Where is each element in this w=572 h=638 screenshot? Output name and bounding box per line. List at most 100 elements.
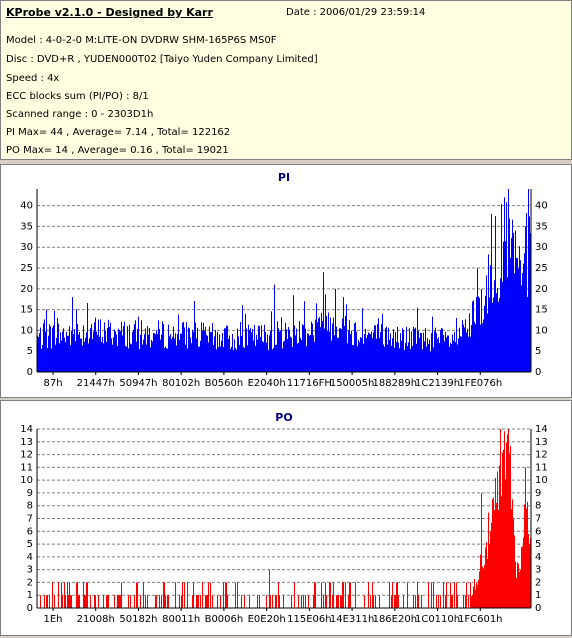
data-bar [388, 327, 389, 372]
data-bar [484, 305, 485, 372]
data-bar [226, 325, 227, 372]
data-bar [186, 322, 187, 372]
data-bar [199, 346, 200, 372]
data-bar [463, 595, 464, 608]
data-bar [78, 595, 79, 608]
y-tick-label-left: 0 [27, 367, 33, 378]
data-bar [80, 338, 81, 372]
data-bar [156, 595, 157, 608]
data-bar [476, 582, 477, 608]
data-bar [517, 562, 518, 608]
data-bar [439, 343, 440, 372]
data-bar [398, 342, 399, 372]
data-bar [214, 336, 215, 372]
data-bar [331, 340, 332, 372]
po-summary-line: PO Max= 14 , Average= 0.16 , Total= 1902… [6, 145, 229, 156]
data-bar [154, 333, 155, 372]
data-bar [373, 332, 374, 372]
data-bar [460, 336, 461, 372]
data-bar [481, 288, 482, 372]
data-bar [239, 345, 240, 372]
data-bar [349, 319, 350, 372]
data-bar [492, 499, 493, 608]
data-bar [363, 343, 364, 372]
data-bar [167, 348, 168, 372]
data-bar [277, 321, 278, 372]
data-bar [512, 499, 513, 608]
data-bar [270, 330, 271, 372]
data-bar [470, 336, 471, 372]
data-bar [215, 329, 216, 372]
data-bar [457, 344, 458, 372]
data-bar [269, 335, 270, 372]
data-bar [205, 595, 206, 608]
data-bar [250, 328, 251, 372]
x-tick-label: 11716FH [287, 378, 332, 389]
data-bar [483, 319, 484, 372]
data-bar [291, 595, 292, 608]
data-bar [371, 331, 372, 372]
data-bar [278, 582, 279, 608]
data-bar [507, 277, 508, 372]
data-bar [461, 336, 462, 372]
data-bar [127, 326, 128, 372]
y-tick-label-left: 1 [27, 590, 33, 601]
data-bar [108, 595, 109, 608]
data-bar [485, 295, 486, 372]
data-bar [219, 334, 220, 372]
data-bar [478, 580, 479, 608]
data-bar [104, 322, 105, 372]
data-bar [303, 595, 304, 608]
data-bar [452, 595, 453, 608]
data-bar [497, 471, 498, 608]
data-bar [267, 334, 268, 372]
data-bar [435, 327, 436, 372]
data-bar [397, 326, 398, 372]
y-tick-label-right: 14 [535, 424, 548, 435]
data-bar [308, 595, 309, 608]
data-bar [529, 216, 530, 372]
data-bar [165, 595, 166, 608]
data-bar [364, 595, 365, 608]
data-bar [480, 324, 481, 372]
data-bar [429, 339, 430, 372]
data-bar [413, 595, 414, 608]
model-line: Model : 4-0-2-0 M:LITE-ON DVDRW SHM-165P… [6, 35, 277, 46]
data-bar [390, 333, 391, 372]
data-bar [469, 313, 470, 372]
data-bar [526, 508, 527, 608]
data-bar [211, 332, 212, 372]
data-bar [235, 347, 236, 372]
data-bar [288, 327, 289, 372]
y-tick-label-right: 35 [535, 221, 548, 232]
data-bar [501, 496, 502, 608]
data-bar [337, 595, 338, 608]
data-bar [78, 334, 79, 372]
data-bar [47, 595, 48, 608]
data-bar [184, 582, 185, 608]
data-bar [203, 322, 204, 372]
y-tick-label-right: 6 [535, 526, 541, 537]
data-bar [488, 254, 489, 372]
data-bar [321, 312, 322, 372]
data-bar [448, 335, 449, 372]
data-bar [528, 533, 529, 608]
data-bar [500, 429, 501, 608]
data-bar [419, 337, 420, 372]
data-bar [168, 324, 169, 372]
data-bar [346, 304, 347, 372]
data-bar [228, 338, 229, 372]
data-bar [465, 319, 466, 372]
data-bar [182, 322, 183, 372]
data-bar [292, 346, 293, 372]
data-bar [421, 332, 422, 372]
y-tick-label-left: 35 [20, 221, 33, 232]
data-bar [284, 340, 285, 372]
data-bar [120, 595, 121, 608]
data-bar [294, 325, 295, 372]
data-bar [57, 317, 58, 372]
data-bar [484, 564, 485, 608]
data-bar [470, 582, 471, 608]
data-bar [181, 333, 182, 372]
